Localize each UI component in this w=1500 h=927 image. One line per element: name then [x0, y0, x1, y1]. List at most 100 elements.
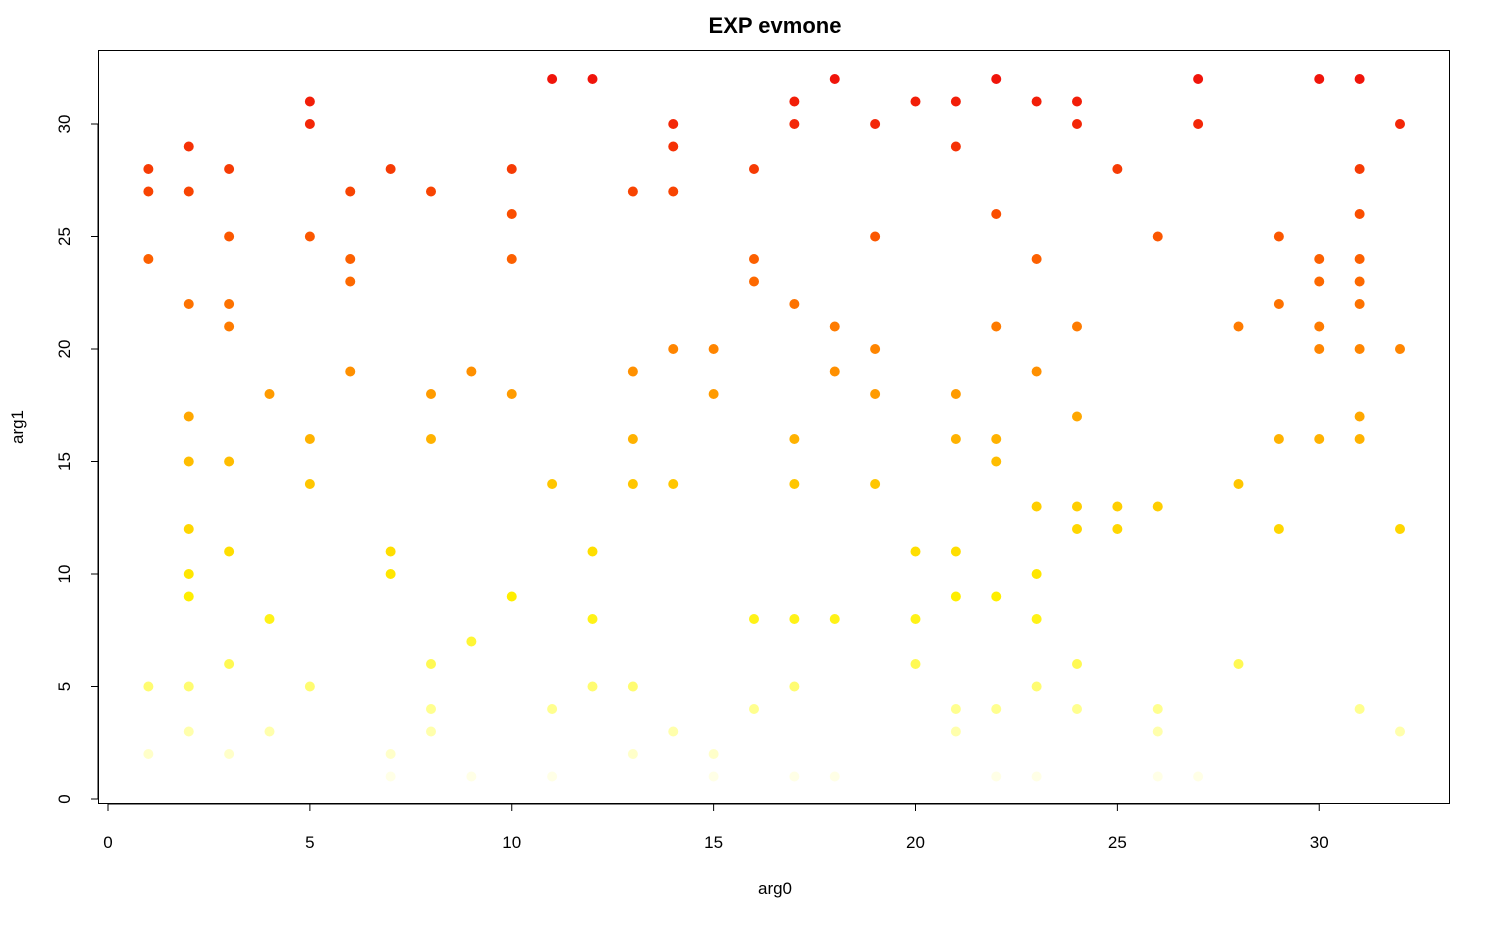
data-point — [789, 119, 800, 129]
data-point — [950, 389, 961, 399]
data-point — [385, 749, 396, 759]
y-tick-label: 25 — [55, 227, 74, 246]
data-point — [143, 186, 154, 197]
data-point — [950, 434, 961, 444]
data-point — [143, 749, 154, 759]
data-point — [870, 479, 881, 489]
data-point — [426, 434, 436, 444]
data-point — [789, 614, 800, 624]
data-point — [1233, 479, 1244, 489]
data-point — [991, 321, 1002, 332]
x-tick-label: 5 — [305, 833, 314, 852]
data-point — [1354, 704, 1365, 714]
data-point — [506, 164, 517, 174]
data-point — [1354, 411, 1365, 422]
data-point — [264, 614, 275, 624]
data-point — [1395, 344, 1405, 354]
data-point — [1072, 704, 1082, 714]
data-point — [1395, 119, 1405, 129]
data-point — [950, 546, 961, 557]
data-point — [829, 321, 840, 332]
data-point — [668, 119, 679, 129]
data-point — [506, 254, 517, 264]
data-point — [668, 344, 679, 354]
data-point — [143, 164, 154, 174]
data-point — [385, 569, 396, 579]
data-points — [143, 74, 1405, 782]
data-point — [950, 726, 961, 737]
data-point — [1152, 771, 1163, 782]
data-point — [789, 96, 800, 107]
data-point — [547, 771, 558, 782]
data-point — [1354, 74, 1365, 84]
data-point — [1314, 254, 1325, 264]
data-point — [1072, 411, 1082, 422]
data-point — [264, 389, 275, 399]
data-point — [870, 119, 881, 129]
data-point — [1273, 231, 1284, 242]
data-point — [1233, 321, 1244, 332]
data-point — [1314, 434, 1325, 444]
data-point — [1072, 659, 1082, 669]
data-point — [950, 704, 961, 714]
data-point — [385, 546, 396, 557]
data-point — [749, 276, 759, 287]
data-point — [1031, 96, 1042, 107]
data-point — [1354, 434, 1365, 444]
data-point — [1193, 771, 1204, 782]
data-point — [789, 479, 800, 489]
data-point — [1395, 726, 1405, 737]
data-point — [426, 186, 436, 197]
data-point — [183, 186, 194, 197]
data-point — [1072, 96, 1082, 107]
data-point — [627, 479, 638, 489]
data-point — [345, 276, 356, 287]
x-axis: 0 5 10 15 20 25 30 — [103, 803, 1329, 852]
data-point — [749, 704, 759, 714]
x-tick-label: 20 — [906, 833, 925, 852]
data-point — [1031, 501, 1042, 512]
data-point — [587, 74, 598, 84]
x-tick-label: 25 — [1108, 833, 1127, 852]
data-point — [547, 479, 558, 489]
data-point — [224, 546, 235, 557]
data-point — [304, 681, 315, 692]
data-point — [506, 591, 517, 602]
data-point — [829, 771, 840, 782]
plot-frame — [98, 50, 1450, 804]
data-point — [264, 726, 275, 737]
data-point — [345, 186, 356, 197]
data-point — [224, 321, 235, 332]
data-point — [1314, 321, 1325, 332]
data-point — [304, 96, 315, 107]
data-point — [1273, 299, 1284, 309]
data-point — [1072, 501, 1082, 512]
data-point — [183, 411, 194, 422]
data-point — [506, 209, 517, 219]
data-point — [749, 614, 759, 624]
y-tick-label: 30 — [55, 115, 74, 134]
data-point — [587, 681, 598, 692]
data-point — [547, 74, 558, 84]
data-point — [345, 254, 356, 264]
data-point — [627, 366, 638, 377]
data-point — [668, 726, 679, 737]
data-point — [627, 749, 638, 759]
x-tick-label: 0 — [103, 833, 112, 852]
data-point — [385, 771, 396, 782]
data-point — [789, 299, 800, 309]
data-point — [506, 389, 517, 399]
data-point — [466, 771, 477, 782]
data-point — [385, 164, 396, 174]
data-point — [870, 344, 881, 354]
data-point — [910, 546, 921, 557]
data-point — [991, 74, 1002, 84]
x-tick-label: 10 — [502, 833, 521, 852]
y-axis: 0 5 10 15 20 25 30 — [55, 115, 99, 804]
data-point — [1031, 771, 1042, 782]
data-point — [1031, 366, 1042, 377]
data-point — [304, 231, 315, 242]
data-point — [789, 771, 800, 782]
data-point — [1233, 659, 1244, 669]
data-point — [466, 366, 477, 377]
